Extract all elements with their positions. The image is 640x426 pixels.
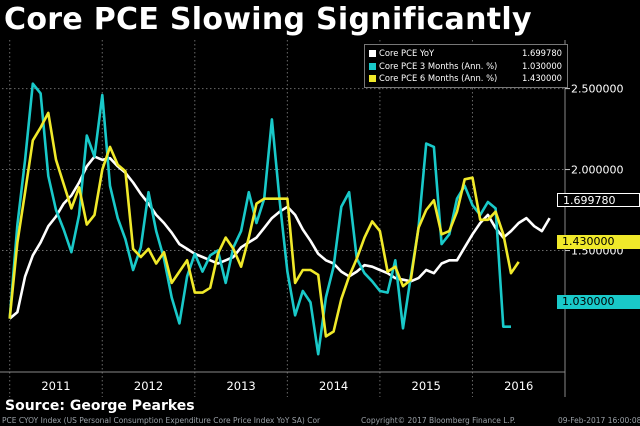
chart-legend: Core PCE YoY 1.699780 Core PCE 3 Months … (364, 44, 568, 88)
legend-series-name: Core PCE 3 Months (Ann. %) (379, 60, 498, 71)
source-label: Source: George Pearkes (5, 398, 195, 414)
chart-title: Core PCE Slowing Significantly (4, 2, 532, 37)
legend-item-core-pce-6m: Core PCE 6 Months (Ann. %) 1.430000 (365, 72, 567, 85)
legend-swatch-yellow (369, 75, 376, 82)
last-value-tag-yoy: 1.699780 (557, 193, 640, 207)
footer-timestamp: 09-Feb-2017 16:00:08 (558, 416, 640, 425)
legend-swatch-white (369, 50, 376, 57)
legend-series-name: Core PCE YoY (379, 48, 435, 58)
x-tick-label: 2015 (412, 379, 441, 393)
series-lines (8, 82, 551, 356)
y-tick-label: 2.000000 (571, 164, 624, 177)
x-tick-label: 2011 (41, 379, 70, 393)
legend-item-core-pce-yoy: Core PCE YoY 1.699780 (365, 47, 567, 60)
last-value-tag-6m: 1.430000 (557, 235, 640, 249)
legend-item-core-pce-3m: Core PCE 3 Months (Ann. %) 1.030000 (365, 60, 567, 73)
legend-series-value: 1.430000 (522, 73, 562, 83)
y-tick-label: 2.500000 (571, 83, 624, 96)
series-line-core-pce-yoy (8, 155, 551, 320)
footer-copyright: Copyright© 2017 Bloomberg Finance L.P. (361, 416, 516, 425)
grid-lines (0, 40, 570, 397)
x-tick-label: 2013 (226, 379, 255, 393)
x-tick-label: 2016 (504, 379, 533, 393)
legend-series-value: 1.699780 (522, 48, 562, 58)
legend-swatch-teal (369, 62, 376, 70)
x-tick-label: 2012 (134, 379, 163, 393)
footer-index-description: PCE CYOY Index (US Personal Consumption … (2, 416, 321, 425)
last-value-tag-3m: 1.030000 (557, 295, 640, 309)
legend-series-value: 1.030000 (522, 60, 562, 71)
series-line-core-pce-6m (8, 111, 520, 338)
series-line-core-pce-3m (8, 82, 511, 356)
x-tick-labels: 2011 2012 2013 2014 2015 2016 (41, 379, 533, 393)
legend-series-name: Core PCE 6 Months (Ann. %) (379, 73, 498, 83)
x-tick-label: 2014 (319, 379, 348, 393)
